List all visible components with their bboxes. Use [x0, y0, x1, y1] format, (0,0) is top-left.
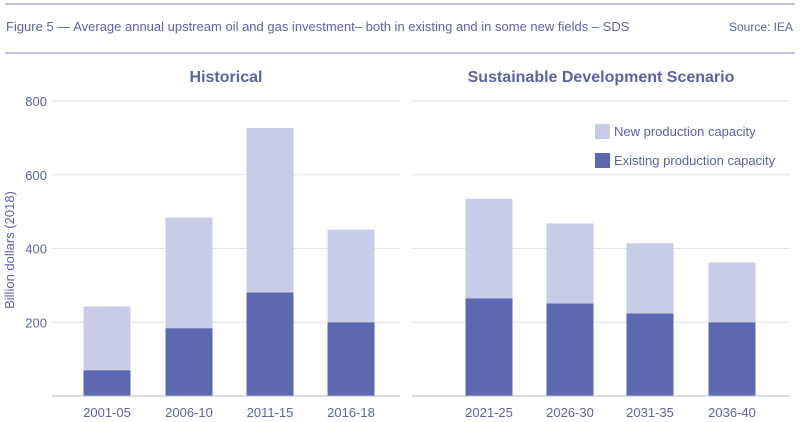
x-tick-label: 2036-40 [708, 405, 756, 420]
legend-label: New production capacity [614, 124, 756, 139]
x-tick-label: 2016-18 [327, 405, 375, 420]
y-tick-label: 600 [25, 168, 47, 183]
x-tick-label: 2031-35 [626, 405, 674, 420]
bar-existing [83, 370, 131, 396]
y-tick-label: 200 [25, 315, 47, 330]
bar-new [465, 198, 513, 299]
legend-swatch [595, 153, 610, 168]
bar-new [165, 217, 213, 329]
bar-existing [626, 313, 674, 396]
bar-new [83, 306, 131, 371]
figure-title: Figure 5 — Average annual upstream oil a… [6, 19, 630, 34]
bar-new [626, 243, 674, 314]
legend-swatch [595, 124, 610, 139]
source-label: Source: IEA [729, 20, 793, 34]
panel-title: Sustainable Development Scenario [468, 69, 735, 86]
y-tick-label: 800 [25, 94, 47, 109]
bar-new [546, 223, 594, 304]
y-axis-label: Billion dollars (2018) [2, 191, 17, 309]
x-tick-label: 2021-25 [465, 405, 513, 420]
bar-existing [165, 328, 213, 396]
bar-existing [546, 303, 594, 396]
x-tick-label: 2011-15 [247, 405, 294, 420]
bar-new [246, 127, 294, 293]
panel-title: Historical [190, 69, 263, 86]
legend-label: Existing production capacity [614, 153, 776, 168]
x-tick-label: 2001-05 [83, 405, 131, 420]
x-tick-label: 2006-10 [165, 405, 213, 420]
x-tick-label: 2026-30 [546, 405, 594, 420]
bar-new [708, 262, 756, 323]
bar-existing [327, 322, 375, 396]
bar-existing [246, 292, 294, 396]
bar-existing [465, 298, 513, 396]
y-tick-label: 400 [25, 242, 47, 257]
bar-new [327, 229, 375, 323]
bar-existing [708, 322, 756, 396]
